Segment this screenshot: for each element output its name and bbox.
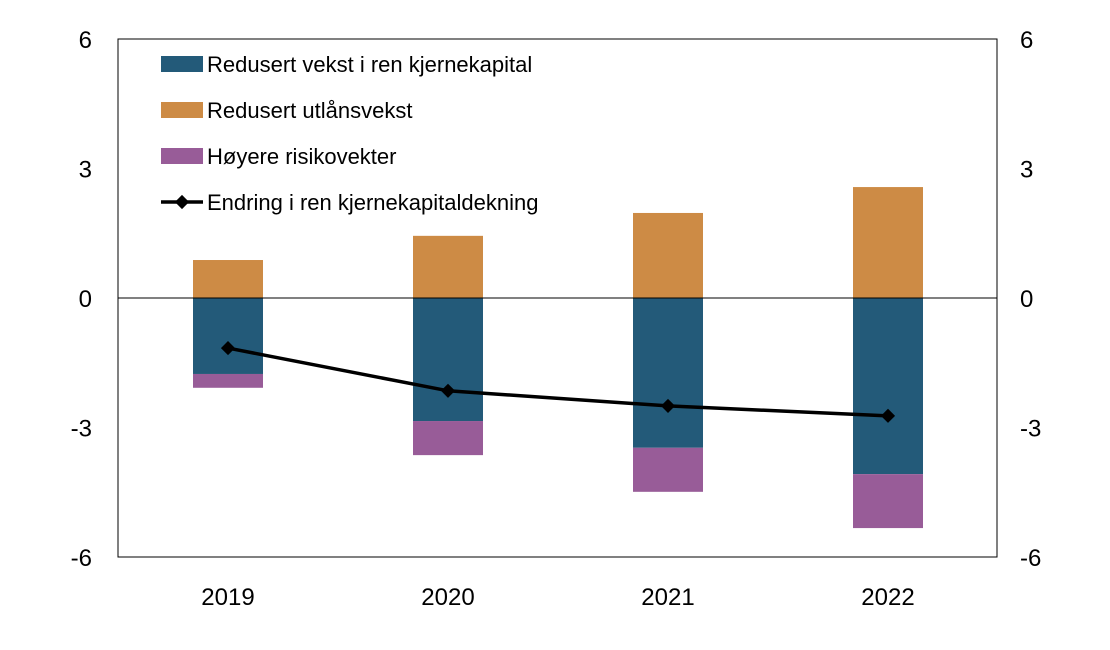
legend-marker [174, 194, 190, 210]
y-tick-label-left: -6 [71, 545, 92, 572]
line-marker [220, 341, 236, 356]
x-tick-label: 2022 [861, 584, 914, 611]
y-tick-label-left: -3 [71, 416, 92, 443]
line-marker [440, 383, 456, 398]
bar-2019 [193, 373, 263, 388]
bar-2019 [193, 298, 263, 374]
bar-2021 [633, 447, 703, 492]
y-tick-label-right: 0 [1020, 286, 1033, 313]
legend-label: Høyere risikovekter [207, 144, 396, 169]
bar-2019 [193, 260, 263, 298]
y-tick-label-right: -3 [1020, 416, 1041, 443]
bar-2020 [413, 235, 483, 298]
legend-swatch [161, 102, 203, 118]
bar-2021 [633, 298, 703, 448]
legend-label: Redusert vekst i ren kjernekapital [207, 52, 532, 77]
bar-2022 [853, 474, 923, 529]
line-marker [660, 398, 676, 413]
x-tick-label: 2020 [421, 584, 474, 611]
legend-swatch [161, 148, 203, 164]
ticks-group: 6 3 0 -3 -6 6 3 0 -3 -6 [71, 27, 1042, 572]
bar-2022 [853, 298, 923, 475]
y-tick-label-right: -6 [1020, 545, 1041, 572]
y-tick-label-left: 0 [79, 286, 92, 313]
y-tick-label-right: 6 [1020, 27, 1033, 54]
legend-label: Redusert utlånsvekst [207, 98, 412, 123]
line-group [220, 341, 896, 423]
bar-2022 [853, 187, 923, 298]
x-tick-label: 2021 [641, 584, 694, 611]
legend-swatch [161, 56, 203, 72]
legend: Redusert vekst i ren kjernekapital Reduse… [161, 52, 538, 215]
y-tick-label-left: 6 [79, 27, 92, 54]
line-marker [880, 408, 896, 423]
bar-2020 [413, 298, 483, 422]
bars-group: 2019 2020 2021 2022 [193, 187, 923, 611]
y-tick-label-left: 3 [79, 157, 92, 184]
bar-2020 [413, 421, 483, 456]
y-tick-label-right: 3 [1020, 157, 1033, 184]
line-series [227, 346, 889, 418]
bar-2021 [633, 212, 703, 298]
x-tick-label: 2019 [201, 584, 254, 611]
legend-label: Endring i ren kjernekapitaldekning [207, 190, 538, 215]
